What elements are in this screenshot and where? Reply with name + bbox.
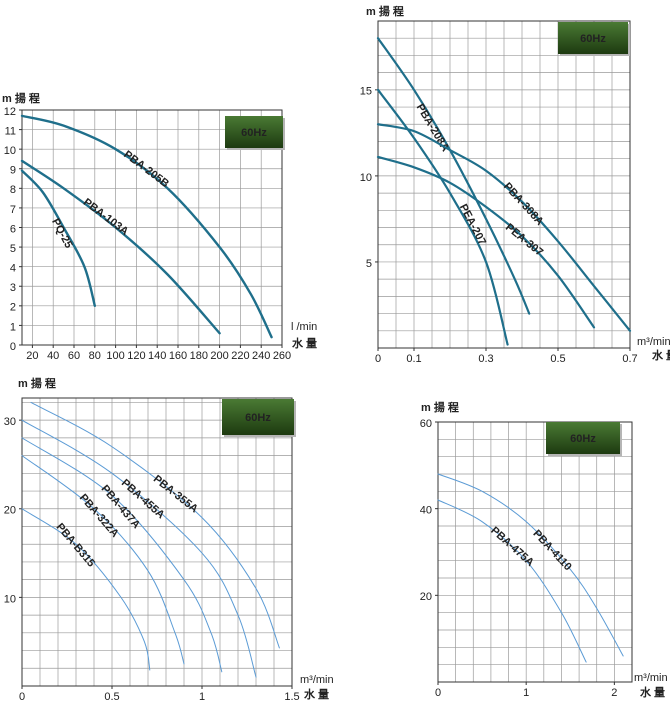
y-tick-label: 9 xyxy=(10,165,16,177)
x-axis-unit: m³/min xyxy=(637,336,670,348)
x-tick-label: 0.1 xyxy=(406,353,421,365)
x-tick-label: 0 xyxy=(435,687,441,699)
x-tick-label: 260 xyxy=(273,350,291,362)
y-axis-label: m 揚 程 xyxy=(421,400,459,414)
badge xyxy=(222,399,294,435)
x-axis-label: 水 量 xyxy=(652,348,670,362)
plot-frame xyxy=(21,397,293,687)
x-axis-label: 水 量 xyxy=(292,336,317,350)
x-tick-label: 0.5 xyxy=(104,691,119,703)
y-axis-label: m 揚 程 xyxy=(18,376,56,390)
x-axis-unit: l /min xyxy=(291,321,317,333)
badge xyxy=(558,22,628,54)
x-tick-label: 240 xyxy=(252,350,270,362)
x-axis-unit: m³/min xyxy=(634,672,668,684)
curve-label: PBA-B315 xyxy=(54,521,98,569)
x-tick-label: 0.3 xyxy=(478,353,493,365)
x-axis-unit: m³/min xyxy=(300,674,334,686)
y-tick-label: 40 xyxy=(420,505,432,517)
chart-panel: 20 40 60 80 100 120 140 160 180 200 220 240 26001234… xyxy=(2,91,317,362)
y-tick-label: 3 xyxy=(10,282,16,294)
y-tick-label: 4 xyxy=(10,263,16,275)
x-tick-label: 180 xyxy=(190,350,208,362)
pump-curve xyxy=(376,37,531,315)
curve-label: PEA-207 xyxy=(457,202,488,247)
x-tick-label: 40 xyxy=(47,350,59,362)
y-tick-label: 1 xyxy=(10,321,16,333)
pump-curve xyxy=(21,455,185,665)
pump-curve xyxy=(21,437,223,673)
curve-label: PBA-475A xyxy=(488,525,536,569)
x-axis-label: 水 量 xyxy=(640,685,665,699)
y-tick-label: 15 xyxy=(360,86,372,98)
badge xyxy=(546,422,620,454)
y-tick-label: 5 xyxy=(10,243,16,255)
y-tick-label: 2 xyxy=(10,302,16,314)
y-tick-label: 12 xyxy=(4,106,16,118)
x-tick-label: 0 xyxy=(19,691,25,703)
x-tick-label: 80 xyxy=(89,350,101,362)
pump-curve xyxy=(376,123,632,332)
x-tick-label: 60 xyxy=(68,350,80,362)
x-tick-label: 160 xyxy=(169,350,187,362)
x-tick-label: 1 xyxy=(199,691,205,703)
y-tick-label: 11 xyxy=(5,125,16,137)
badge-text: 60Hz xyxy=(570,433,596,445)
x-tick-label: 1 xyxy=(523,687,529,699)
pump-curve xyxy=(437,499,587,663)
plot-frame xyxy=(377,20,631,349)
x-tick-label: 0 xyxy=(375,353,381,365)
pump-curve xyxy=(21,508,151,671)
y-tick-label: 6 xyxy=(10,223,16,235)
x-tick-label: 0.7 xyxy=(622,353,637,365)
pump-curve xyxy=(20,159,221,335)
badge-text: 60Hz xyxy=(580,33,606,45)
curve-label: PBA-103A xyxy=(81,196,131,238)
x-tick-label: 1.5 xyxy=(284,691,299,703)
plot-frame xyxy=(437,421,633,683)
x-tick-label: 200 xyxy=(210,350,228,362)
curve-label: PBA-4110 xyxy=(530,528,573,573)
y-tick-label: 10 xyxy=(4,593,16,605)
x-tick-label: 140 xyxy=(148,350,166,362)
y-tick-label: 7 xyxy=(10,204,16,216)
x-tick-label: 100 xyxy=(106,350,124,362)
badge-text: 60Hz xyxy=(241,127,267,139)
y-tick-label: 8 xyxy=(10,184,16,196)
x-tick-label: 2 xyxy=(611,687,617,699)
x-tick-label: 0.5 xyxy=(550,353,565,365)
pump-curve xyxy=(21,419,257,678)
y-tick-label: 20 xyxy=(420,591,432,603)
pump-curve xyxy=(376,155,596,329)
y-tick-label: 20 xyxy=(4,505,16,517)
pump-curve xyxy=(437,473,624,657)
x-tick-label: 20 xyxy=(26,350,38,362)
pump-curve xyxy=(30,401,280,649)
curve-label: PBA-308A xyxy=(501,180,546,227)
badge xyxy=(225,116,283,148)
y-tick-label: 0 xyxy=(10,341,16,353)
pump-curve xyxy=(20,169,96,308)
y-tick-label: 5 xyxy=(366,258,372,270)
curve-label: PEA-307 xyxy=(503,221,545,258)
pump-curve xyxy=(376,88,509,346)
badge-text: 60Hz xyxy=(245,412,271,424)
y-tick-label: 60 xyxy=(420,418,432,430)
pump-curve xyxy=(20,114,273,339)
x-axis-label: 水 量 xyxy=(304,687,329,701)
y-tick-label: 10 xyxy=(4,145,16,157)
curve-label: PBA-205B xyxy=(121,149,171,191)
y-tick-label: 10 xyxy=(360,172,372,184)
y-axis-label: m 揚 程 xyxy=(2,91,40,105)
x-tick-label: 220 xyxy=(231,350,249,362)
y-axis-label: m 揚 程 xyxy=(366,4,404,18)
x-tick-label: 120 xyxy=(127,350,145,362)
y-tick-label: 30 xyxy=(4,416,16,428)
